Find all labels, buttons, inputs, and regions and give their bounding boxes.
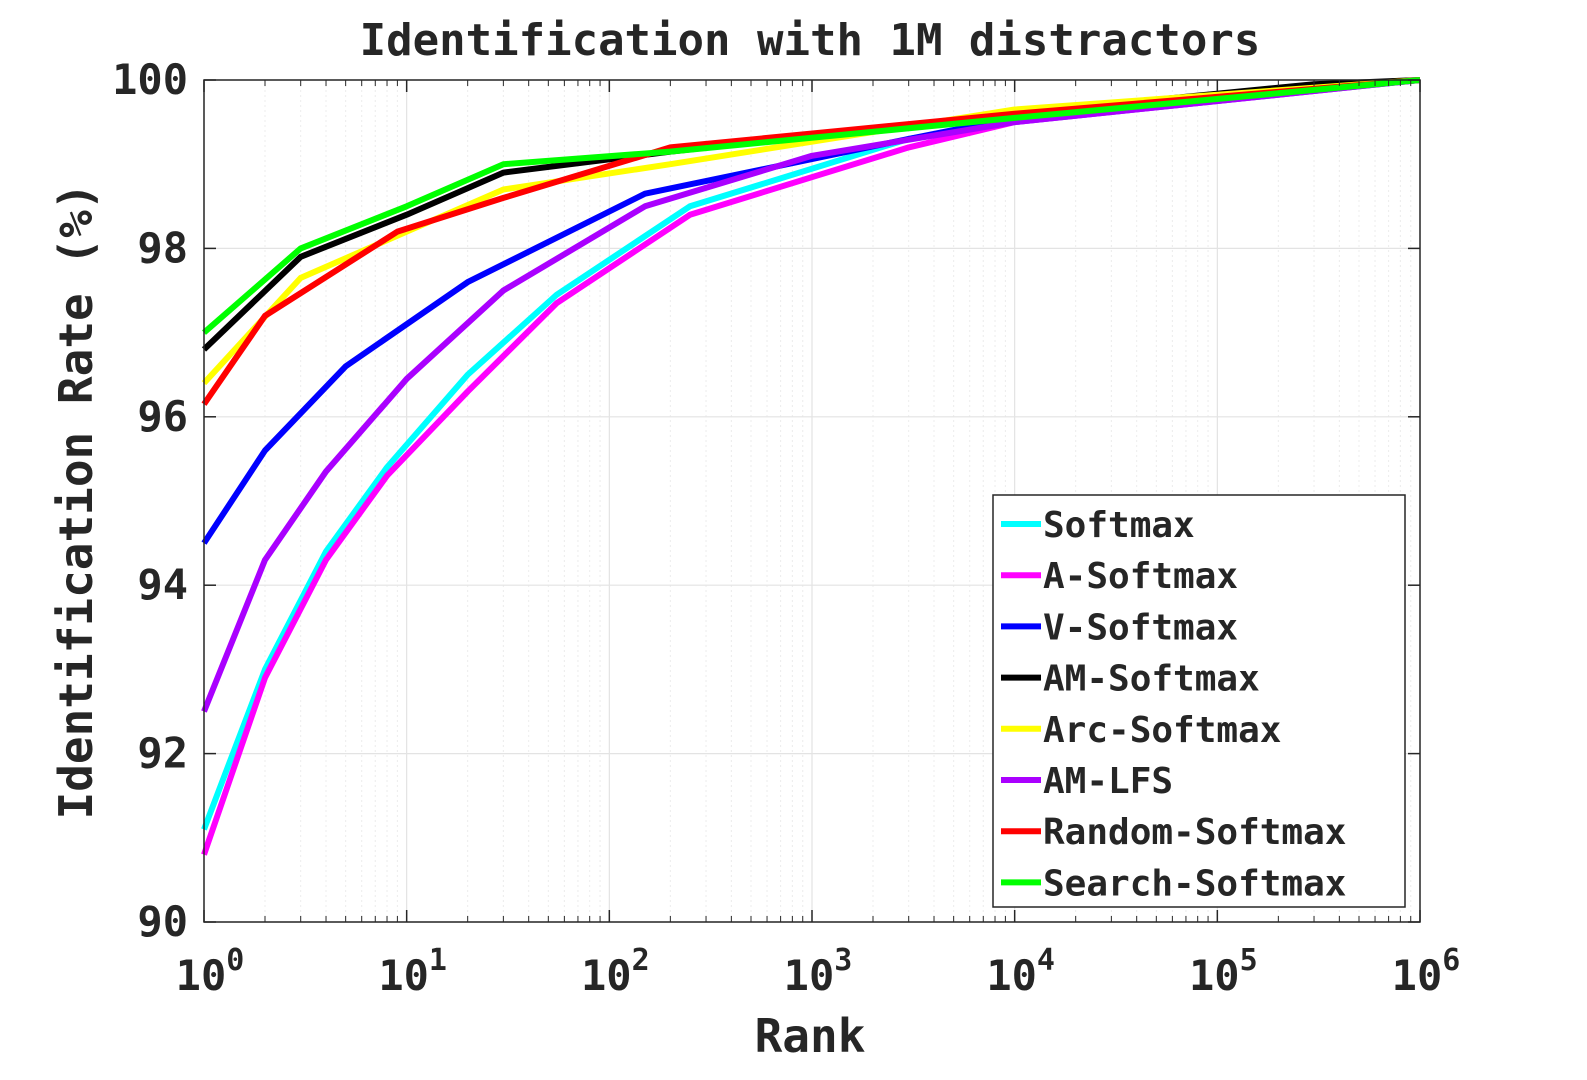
y-axis-label: Identification Rate (%) xyxy=(49,183,103,820)
x-tick-label: 106 xyxy=(1392,943,1461,1000)
series-line-a-softmax xyxy=(201,77,1421,856)
y-tick-label: 100 xyxy=(112,55,188,104)
legend-label: Search-Softmax xyxy=(1043,863,1346,904)
y-tick-label: 98 xyxy=(137,223,188,272)
legend-label: AM-LFS xyxy=(1043,761,1173,802)
legend-label: A-Softmax xyxy=(1043,556,1238,597)
legend-label: AM-Softmax xyxy=(1043,659,1260,700)
ticks-layer: 100 101 102 103 104 105 106 90 92 94 96 98 100 xyxy=(112,55,1460,1000)
series-line-search-softmax xyxy=(202,77,1421,335)
x-tick-label: 104 xyxy=(986,943,1055,1000)
x-axis-label: Rank xyxy=(755,1009,866,1063)
x-tick-label: 101 xyxy=(378,943,447,1000)
legend-label: Softmax xyxy=(1043,505,1195,546)
y-tick-label: 90 xyxy=(137,897,188,946)
x-tick-label: 100 xyxy=(176,943,245,1000)
legend-box xyxy=(992,494,1406,908)
legend-label: Random-Softmax xyxy=(1043,812,1346,853)
legend-label: Arc-Softmax xyxy=(1043,710,1281,751)
y-tick-label: 96 xyxy=(137,392,188,441)
series-line-am-lfs xyxy=(201,77,1421,713)
x-tick-label: 102 xyxy=(581,943,650,1000)
y-tick-label: 94 xyxy=(137,560,188,609)
series-line-arc-softmax xyxy=(201,77,1421,386)
legend: Softmax A-Softmax V-Softmax AM-Softmax Arc-S… xyxy=(992,494,1406,908)
series-layer xyxy=(201,77,1421,856)
x-tick-label: 105 xyxy=(1189,943,1258,1000)
chart-title: Identification with 1M distractors xyxy=(360,15,1261,66)
legend-label: V-Softmax xyxy=(1043,607,1238,648)
y-tick-label: 92 xyxy=(137,729,188,778)
x-tick-label: 103 xyxy=(784,943,853,1000)
series-line-random-softmax xyxy=(201,77,1421,406)
